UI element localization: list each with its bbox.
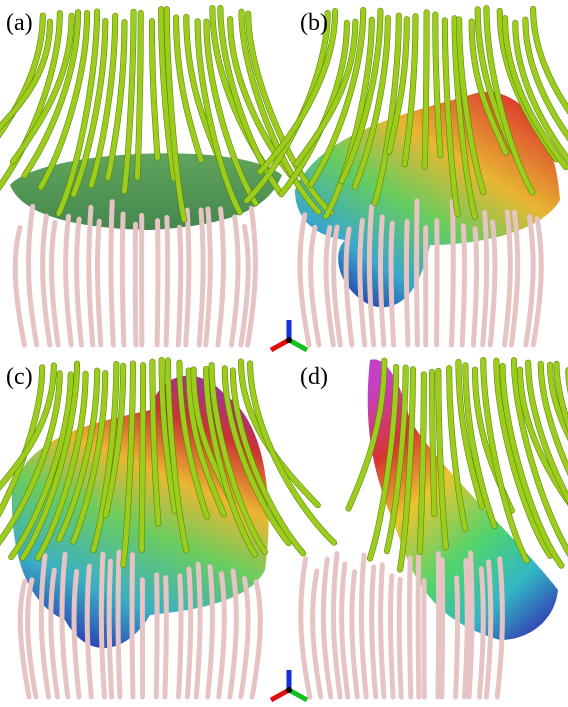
pink-streamline	[409, 558, 410, 697]
green-streamline	[432, 372, 434, 514]
pink-streamline	[390, 576, 393, 697]
pink-streamline	[301, 559, 310, 697]
pink-streamline	[241, 579, 248, 697]
pink-streamline	[218, 209, 224, 345]
pink-streamline	[241, 226, 248, 345]
pink-streamline	[391, 223, 394, 345]
pink-streamline	[300, 215, 309, 345]
panel-label: (a)	[6, 10, 33, 36]
pink-streamline	[333, 554, 340, 697]
axis-origin	[286, 337, 292, 343]
pink-streamline	[442, 560, 443, 697]
pink-streamline	[118, 552, 120, 697]
pink-streamline	[473, 229, 476, 345]
pink-streamline	[28, 580, 36, 697]
pink-streamline	[334, 227, 341, 345]
pink-streamline	[89, 207, 93, 345]
green-streamline	[425, 12, 427, 166]
pink-streamline	[399, 579, 401, 697]
pink-streamline	[196, 564, 200, 697]
pink-streamline	[132, 555, 133, 697]
axis-x	[271, 340, 289, 350]
pink-streamline	[323, 559, 330, 697]
pink-streamline	[206, 209, 211, 345]
pink-streamline	[43, 216, 50, 345]
pink-streamline	[342, 564, 348, 697]
pink-streamline	[418, 557, 419, 697]
pink-streamline	[199, 210, 203, 345]
pink-streamline	[372, 567, 376, 697]
axis-triad-top	[271, 320, 307, 350]
pink-streamline	[122, 214, 124, 345]
pink-streamline	[462, 226, 465, 345]
pink-streamline	[15, 228, 24, 345]
pink-streamline	[437, 221, 438, 345]
pink-streamline	[111, 202, 113, 345]
pink-streamline	[187, 569, 190, 697]
pink-streamline	[165, 578, 167, 697]
axis-y	[289, 690, 307, 700]
pink-streamline	[438, 554, 439, 697]
axis-triad-bottom	[271, 670, 307, 700]
pink-streamline	[186, 210, 189, 345]
pink-streamline	[469, 553, 472, 697]
pink-streamline	[352, 572, 357, 697]
pink-streamline	[313, 571, 321, 697]
figure: (a) (b) (c) (d)	[0, 0, 568, 707]
pink-streamline	[456, 578, 458, 697]
panel-label: (d)	[300, 364, 328, 390]
pink-streamline	[156, 575, 157, 697]
pink-streamline	[465, 560, 468, 697]
pink-streamline	[66, 216, 72, 345]
pink-streamline	[28, 206, 36, 345]
panel-label: (b)	[300, 10, 328, 36]
pink-streamline	[406, 221, 408, 345]
pink-streamline	[231, 217, 238, 345]
pink-streamline	[381, 565, 384, 697]
pink-streamline	[252, 582, 260, 697]
axis-y	[289, 340, 307, 350]
pink-streamline	[157, 221, 158, 345]
pink-streamline	[179, 576, 182, 697]
pink-streamline	[166, 217, 168, 345]
pink-streamline	[135, 224, 136, 345]
pink-streamline	[77, 219, 82, 345]
axis-origin	[286, 687, 292, 693]
pink-streamline	[109, 561, 112, 697]
pink-streamline	[417, 201, 418, 345]
pink-streamline	[101, 554, 104, 697]
pink-streamline	[452, 201, 454, 345]
green-streamline	[142, 365, 144, 550]
pink-streamline	[311, 227, 319, 345]
pink-streamline	[361, 555, 366, 697]
pink-streamline	[52, 223, 59, 345]
pink-streamline	[178, 227, 181, 345]
pink-streamline	[97, 221, 100, 345]
pink-streamline	[490, 222, 495, 345]
panel-label: (c)	[6, 364, 33, 390]
pink-streamline	[526, 217, 533, 345]
axis-x	[271, 690, 289, 700]
